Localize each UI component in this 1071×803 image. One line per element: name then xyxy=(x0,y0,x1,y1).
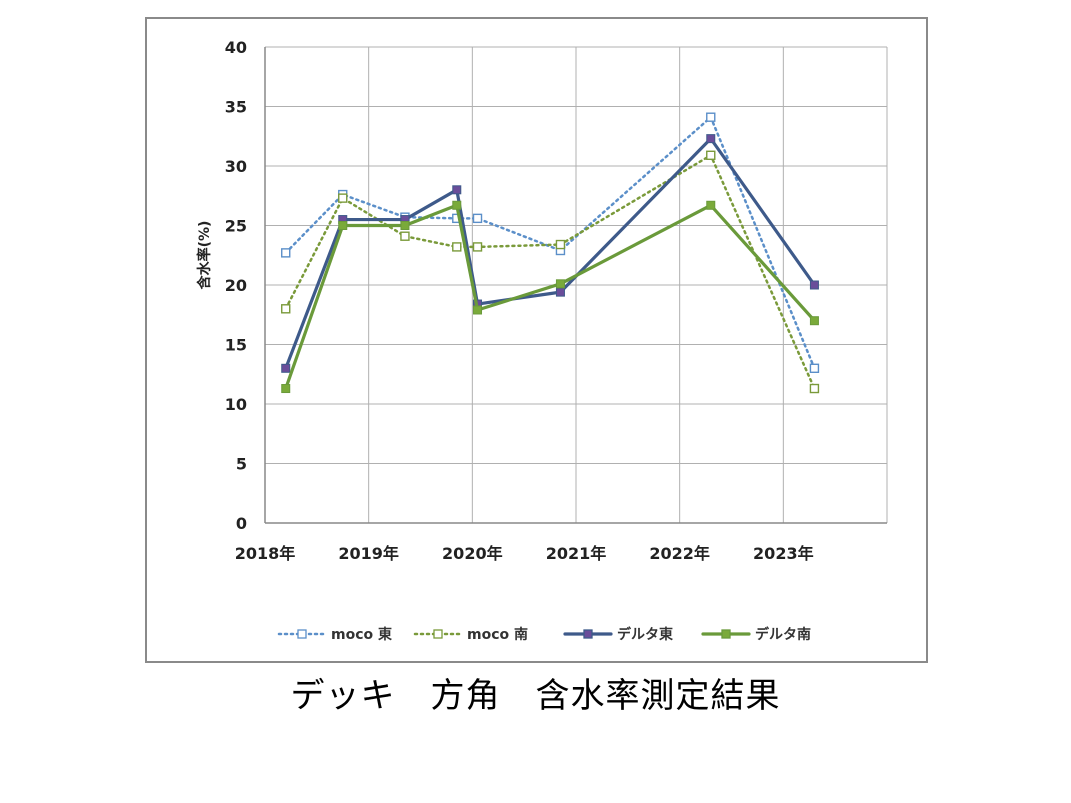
data-point xyxy=(809,280,819,290)
line-chart: 0 5 10 15 20 25 30 35 40 2018年 2019年 2020年 2021年 2022… xyxy=(196,38,888,643)
y-tick-label: 35 xyxy=(225,98,247,117)
legend-label: moco 南 xyxy=(467,626,528,643)
data-point xyxy=(452,185,462,195)
y-tick-label: 40 xyxy=(225,38,247,57)
data-point xyxy=(281,363,291,373)
data-point xyxy=(809,316,819,326)
y-tick-label: 30 xyxy=(225,157,247,176)
data-point xyxy=(338,193,348,203)
data-point xyxy=(706,134,716,144)
x-tick-label: 2019年 xyxy=(338,544,399,563)
y-tick-label: 0 xyxy=(236,514,247,533)
x-tick-label: 2021年 xyxy=(546,544,607,563)
data-point xyxy=(472,213,483,224)
data-point xyxy=(706,150,716,160)
series-line xyxy=(284,115,816,370)
y-tick-label: 15 xyxy=(225,336,247,355)
legend-label: デルタ南 xyxy=(755,626,811,643)
chart-frame: 0 5 10 15 20 25 30 35 40 2018年 2019年 2020年 2021年 2022… xyxy=(145,17,928,663)
data-point xyxy=(555,239,566,250)
x-tick-label: 2023年 xyxy=(753,544,814,563)
data-point xyxy=(281,248,291,258)
y-tick-label: 10 xyxy=(225,395,247,414)
data-point xyxy=(400,221,410,230)
data-point xyxy=(472,242,483,252)
data-point xyxy=(706,112,716,122)
data-point xyxy=(555,287,565,297)
data-point xyxy=(452,242,462,252)
data-point xyxy=(338,221,348,230)
legend-label: デルタ東 xyxy=(617,626,673,643)
legend-swatch-marker xyxy=(721,629,731,639)
data-point xyxy=(281,384,291,394)
data-point xyxy=(809,363,820,373)
legend-swatch-marker xyxy=(583,629,593,639)
x-tick-label: 2018年 xyxy=(235,544,296,563)
series-line xyxy=(284,154,816,390)
data-point xyxy=(555,279,565,289)
y-tick-label: 5 xyxy=(236,455,247,474)
y-tick-label: 25 xyxy=(225,217,247,236)
data-point xyxy=(452,200,462,210)
x-tick-label: 2022年 xyxy=(649,544,710,563)
data-point xyxy=(706,200,716,210)
legend-swatch-marker xyxy=(297,629,307,639)
series-line xyxy=(284,203,817,391)
data-point xyxy=(400,231,410,241)
data-point xyxy=(809,383,820,394)
legend-label: moco 東 xyxy=(331,626,392,643)
x-tick-label: 2020年 xyxy=(442,544,503,563)
data-point xyxy=(281,304,291,314)
series-line xyxy=(284,137,817,370)
legend-swatch-marker xyxy=(433,629,443,639)
y-axis-label: 含水率(%) xyxy=(196,221,213,290)
y-tick-label: 20 xyxy=(225,276,247,295)
figure-caption: デッキ 方角 含水率測定結果 xyxy=(290,676,781,716)
data-point xyxy=(473,305,483,315)
